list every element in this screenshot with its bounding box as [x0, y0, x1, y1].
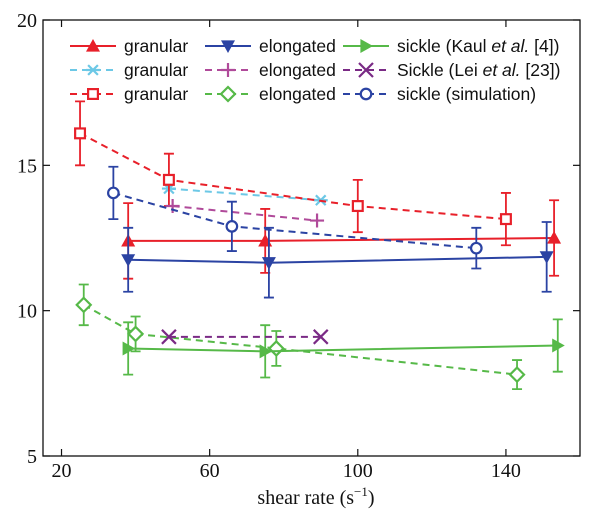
legend-entry: sickle (Kaul et al. [4]) — [343, 36, 559, 56]
series-1 — [161, 182, 328, 206]
legend-label: elongated — [259, 36, 336, 56]
legend-label: sickle (Kaul et al. [4]) — [397, 36, 559, 56]
data-point — [552, 338, 565, 353]
legend-entry: granular — [70, 84, 188, 104]
legend-marker — [219, 85, 237, 103]
legend-entry: elongated — [205, 36, 336, 56]
legend: granular granular granular elongated elongat… — [70, 36, 560, 104]
data-point — [310, 213, 325, 228]
data-point — [127, 325, 145, 343]
data-point — [161, 329, 177, 345]
legend-label: Sickle (Lei et al. [23]) — [397, 60, 560, 80]
legend-entry: elongated — [205, 84, 336, 104]
series-line — [128, 237, 555, 242]
legend-marker — [86, 64, 100, 76]
data-point — [75, 296, 93, 314]
data-point — [261, 257, 276, 270]
legend-marker — [360, 39, 373, 53]
legend-label: granular — [124, 60, 188, 80]
series-line — [128, 344, 558, 353]
legend-marker — [221, 40, 235, 53]
data-point — [259, 344, 273, 359]
legend-marker — [221, 63, 235, 77]
data-point — [351, 200, 364, 213]
x-tick-label: 60 — [200, 460, 220, 482]
series-2 — [74, 100, 512, 247]
data-point — [499, 213, 512, 226]
legend-marker — [358, 62, 374, 78]
data-point — [162, 173, 175, 186]
x-tick-label: 100 — [343, 460, 373, 482]
data-point — [225, 220, 239, 233]
data-series — [74, 100, 565, 391]
legend-entry: granular — [70, 36, 188, 56]
legend-entry: elongated — [205, 60, 336, 80]
plot-border — [42, 19, 581, 457]
legend-label: elongated — [259, 84, 336, 104]
data-point — [508, 366, 526, 384]
series-line — [172, 205, 318, 222]
legend-label: sickle (simulation) — [397, 84, 536, 104]
plot-frame — [42, 19, 581, 457]
legend-entry: sickle (simulation) — [343, 84, 536, 104]
legend-marker — [86, 39, 100, 52]
axis-ticks: 20 60 100 140 5 10 15 20 — [17, 10, 580, 482]
y-tick-label: 20 — [17, 10, 37, 32]
y-tick-label: 5 — [27, 446, 37, 468]
data-point — [121, 254, 136, 267]
series-4 — [165, 199, 325, 228]
legend-marker — [86, 87, 99, 100]
data-point — [312, 329, 329, 345]
y-tick-label: 15 — [17, 155, 37, 177]
series-line — [83, 303, 518, 376]
data-point — [539, 251, 554, 264]
series-7 — [161, 329, 329, 345]
x-tick-label: 140 — [491, 460, 521, 482]
data-point — [74, 127, 87, 140]
data-point — [469, 241, 483, 255]
data-point — [122, 341, 136, 356]
series-line — [128, 255, 547, 264]
y-tick-label: 10 — [17, 301, 37, 323]
data-point — [107, 186, 120, 200]
legend-label: granular — [124, 36, 188, 56]
series-line — [79, 132, 507, 221]
legend-marker — [359, 87, 373, 101]
legend-entry: Sickle (Lei et al. [23]) — [343, 60, 560, 80]
data-point — [267, 339, 285, 358]
legend-entry: granular — [70, 60, 188, 80]
series-5 — [75, 283, 526, 391]
data-point — [547, 231, 562, 244]
x-tick-label: 20 — [52, 460, 72, 482]
series-6 — [122, 318, 565, 379]
series-3 — [121, 221, 554, 299]
series-8 — [107, 165, 483, 270]
series-0 — [121, 199, 562, 280]
x-axis-title: shear rate (s−1) — [257, 484, 374, 509]
legend-label: granular — [124, 84, 188, 104]
legend-label: elongated — [259, 60, 336, 80]
